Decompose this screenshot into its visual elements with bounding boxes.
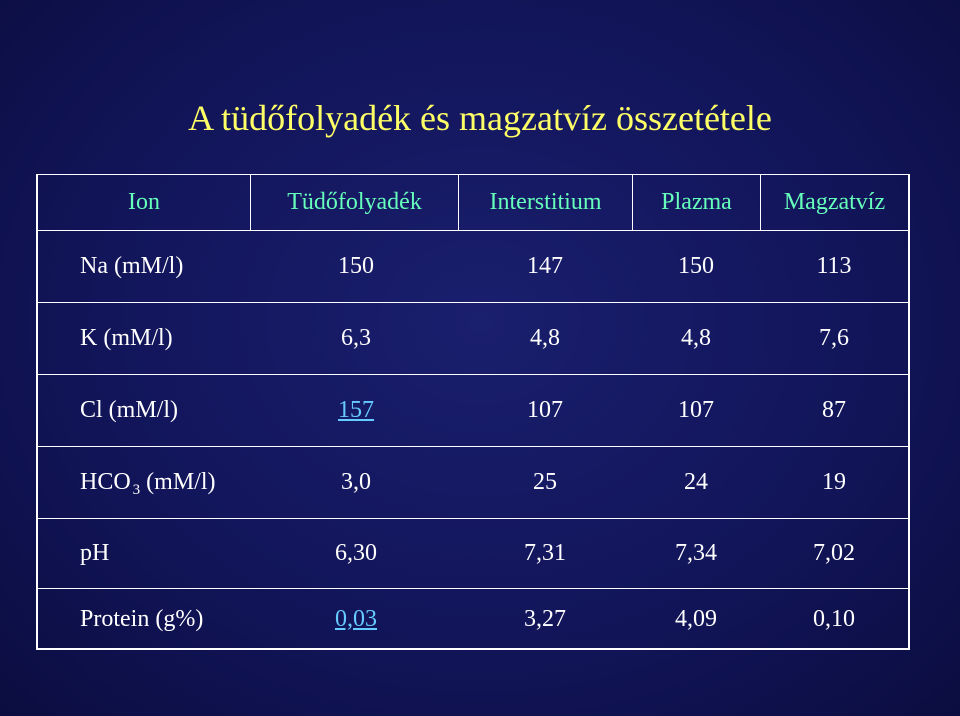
table-row-k: K (mM/l) 6,3 4,8 4,8 7,6 <box>38 303 908 375</box>
table-row-ph: pH 6,30 7,31 7,34 7,02 <box>38 519 908 589</box>
row-label-subscript: 3 <box>132 482 141 498</box>
underlined-value: 0,03 <box>335 605 377 632</box>
table-cell: 19 <box>822 469 846 495</box>
table-cell: 150 <box>678 253 714 279</box>
table-cell: 7,34 <box>675 540 717 566</box>
table-cell: 0,03 <box>250 589 462 649</box>
row-label: Na (mM/l) <box>80 253 184 279</box>
header-ion: Ion <box>128 189 160 215</box>
table-cell: 0,10 <box>813 605 855 632</box>
table-cell: 107 <box>678 397 714 423</box>
table-cell: 6,30 <box>335 540 377 566</box>
table-cell: 87 <box>822 397 846 423</box>
row-label: Protein (g%) <box>80 605 204 632</box>
table-cell: 6,3 <box>341 325 371 351</box>
table-cell: 7,31 <box>524 540 566 566</box>
header-tudofolyadek: Tüdőfolyadék <box>250 175 458 230</box>
row-label-unit: (mM/l) <box>146 469 216 495</box>
table-cell: 157 <box>250 375 462 446</box>
row-label: K (mM/l) <box>80 325 173 351</box>
table-cell: 4,8 <box>681 325 711 351</box>
row-label: pH <box>80 540 110 566</box>
table-row-hco3: HCO 3 (mM/l) 3,0 25 24 19 <box>38 447 908 519</box>
table-cell: 7,02 <box>813 540 855 566</box>
underlined-value: 157 <box>338 397 374 423</box>
table-cell: 147 <box>527 253 563 279</box>
table-cell: 113 <box>816 253 852 279</box>
row-label-main: HCO <box>80 469 131 495</box>
table-header-row: Ion Tüdőfolyadék Interstitium Plazma Mag… <box>38 175 908 231</box>
table-row-cl: Cl (mM/l) 157 107 107 87 <box>38 375 908 447</box>
header-magzatviz: Magzatvíz <box>760 175 908 230</box>
table-cell: 150 <box>338 253 374 279</box>
row-label: HCO 3 (mM/l) <box>38 447 250 518</box>
table-cell: 4,09 <box>675 605 717 632</box>
table-row-protein: Protein (g%) 0,03 3,27 4,09 0,10 <box>38 589 908 649</box>
table-cell: 24 <box>684 469 708 495</box>
table-cell: 7,6 <box>819 325 849 351</box>
table-cell: 107 <box>527 397 563 423</box>
table-cell: 3,0 <box>341 469 371 495</box>
page-title: A tüdőfolyadék és magzatvíz összetétele <box>188 98 772 138</box>
table-cell: 4,8 <box>530 325 560 351</box>
row-label: Cl (mM/l) <box>80 397 179 423</box>
table-cell: 3,27 <box>524 605 566 632</box>
composition-table: Ion Tüdőfolyadék Interstitium Plazma Mag… <box>36 174 910 650</box>
header-plazma: Plazma <box>632 175 760 230</box>
table-cell: 25 <box>533 469 557 495</box>
header-interstitium: Interstitium <box>458 175 632 230</box>
table-row-na: Na (mM/l) 150 147 150 113 <box>38 231 908 303</box>
